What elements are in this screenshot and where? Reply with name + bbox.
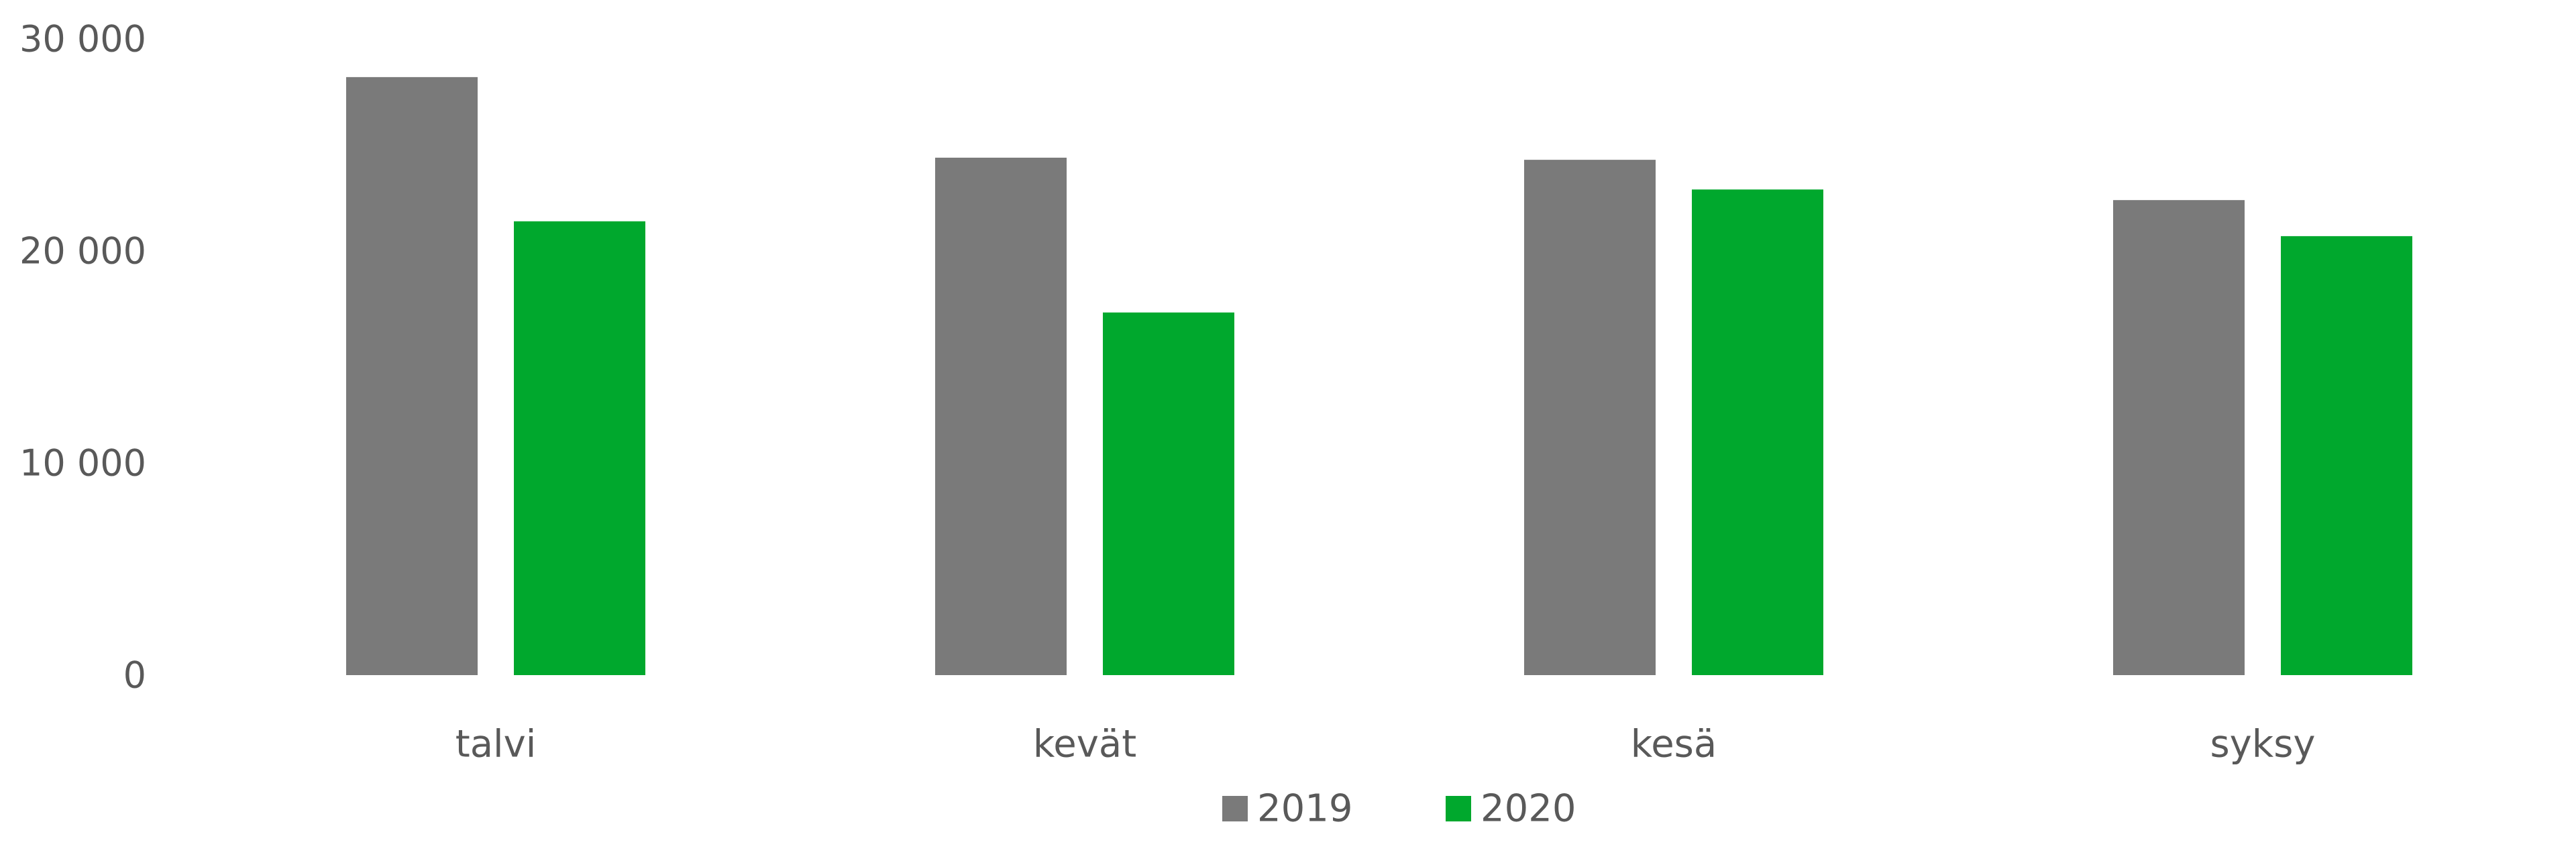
x-axis: talvi kevät kesä syksy bbox=[455, 723, 2316, 766]
legend: 2019 2020 bbox=[1222, 787, 1576, 831]
bar-2019-kevät bbox=[935, 157, 1067, 675]
y-tick-label: 30 000 bbox=[19, 18, 146, 60]
bar-2020-kevät bbox=[1103, 312, 1234, 675]
legend-swatch-2019 bbox=[1222, 796, 1248, 821]
legend-label-2019: 2019 bbox=[1257, 787, 1353, 831]
bar-2019-syksy bbox=[2113, 200, 2245, 675]
x-tick-label: kesä bbox=[1631, 723, 1717, 766]
bars bbox=[346, 77, 2412, 675]
y-tick-label: 0 bbox=[123, 654, 146, 697]
bar-2020-kesä bbox=[1692, 189, 1823, 675]
bar-2020-talvi bbox=[514, 221, 645, 675]
legend-label-2020: 2020 bbox=[1481, 787, 1576, 831]
x-tick-label: kevät bbox=[1033, 723, 1136, 766]
y-axis: 0 10 000 20 000 30 000 bbox=[19, 18, 146, 697]
y-tick-label: 20 000 bbox=[19, 230, 146, 272]
legend-swatch-2020 bbox=[1446, 796, 1471, 821]
bar-2020-syksy bbox=[2281, 236, 2412, 675]
bar-2019-kesä bbox=[1524, 160, 1656, 675]
x-tick-label: syksy bbox=[2210, 723, 2315, 766]
y-tick-label: 10 000 bbox=[19, 442, 146, 485]
x-tick-label: talvi bbox=[455, 723, 537, 766]
bar-2019-talvi bbox=[346, 77, 478, 675]
